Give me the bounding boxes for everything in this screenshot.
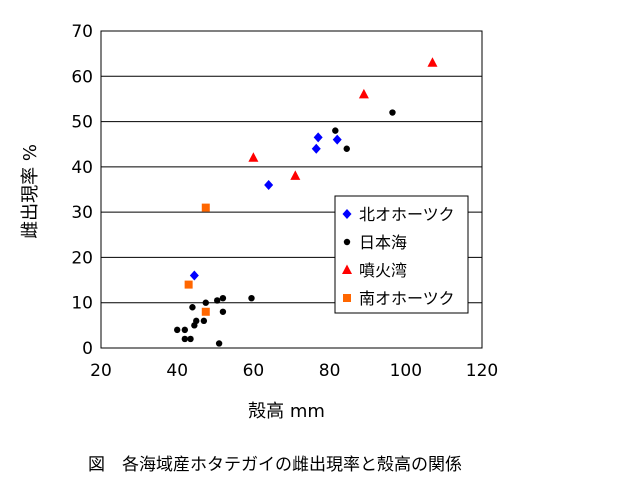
x-tick-label: 40 (166, 361, 188, 381)
y-tick-label: 0 (82, 339, 93, 359)
legend-box (334, 195, 469, 314)
legend-label: 噴火湾 (359, 261, 407, 280)
data-point (189, 304, 196, 311)
x-tick-label: 100 (390, 361, 422, 381)
y-tick-label: 20 (71, 248, 93, 268)
data-point (290, 170, 301, 180)
x-tick-labels: 20 40 60 80 100 120 (90, 361, 498, 381)
y-tick-labels: 0 10 20 30 40 50 60 70 (71, 22, 93, 359)
legend-marker (343, 238, 351, 246)
data-point (389, 109, 396, 116)
legend-marker (342, 264, 352, 274)
data-points (174, 57, 438, 347)
y-tick-label: 50 (71, 113, 93, 133)
data-point (201, 307, 210, 316)
data-point (174, 326, 181, 334)
data-point (193, 317, 200, 325)
data-point (248, 152, 259, 162)
x-tick-label: 80 (319, 361, 341, 381)
x-tick-label: 60 (243, 361, 265, 381)
figure-caption: 図 各海域産ホタテガイの雌出現率と殻高の関係 (88, 455, 462, 475)
legend-marker (342, 209, 352, 219)
data-point (358, 88, 369, 99)
data-point (332, 134, 342, 145)
data-point (313, 132, 323, 143)
data-point (248, 294, 255, 302)
legend-marker (343, 294, 351, 302)
data-point (214, 297, 221, 304)
x-tick-label: 120 (466, 361, 498, 381)
data-point (181, 326, 189, 334)
data-point (201, 203, 210, 212)
data-point (200, 317, 208, 325)
data-point (184, 280, 193, 289)
data-point (343, 145, 350, 152)
data-point (264, 179, 274, 190)
data-point (219, 294, 227, 302)
y-tick-label: 60 (71, 67, 93, 87)
data-point (332, 127, 339, 134)
plot-area (100, 30, 483, 349)
data-point (202, 299, 209, 306)
x-tick-label: 20 (90, 361, 112, 381)
data-point (215, 340, 223, 347)
y-tick-label: 10 (71, 294, 93, 314)
legend-label: 南オホーツク (359, 289, 455, 308)
y-tick-label: 70 (71, 22, 93, 42)
data-point (311, 143, 321, 154)
data-point (189, 270, 199, 281)
data-point (181, 335, 189, 343)
legend-label: 日本海 (359, 233, 407, 252)
data-point (187, 335, 194, 343)
y-axis-label: 雌出現率 % (20, 144, 41, 239)
legend-label: 北オホーツク (359, 205, 455, 224)
y-tick-label: 30 (71, 203, 93, 223)
y-tick-label: 40 (71, 158, 93, 178)
data-point (219, 308, 227, 315)
data-point (427, 57, 438, 67)
x-axis-label: 殻高 mm (248, 401, 325, 422)
